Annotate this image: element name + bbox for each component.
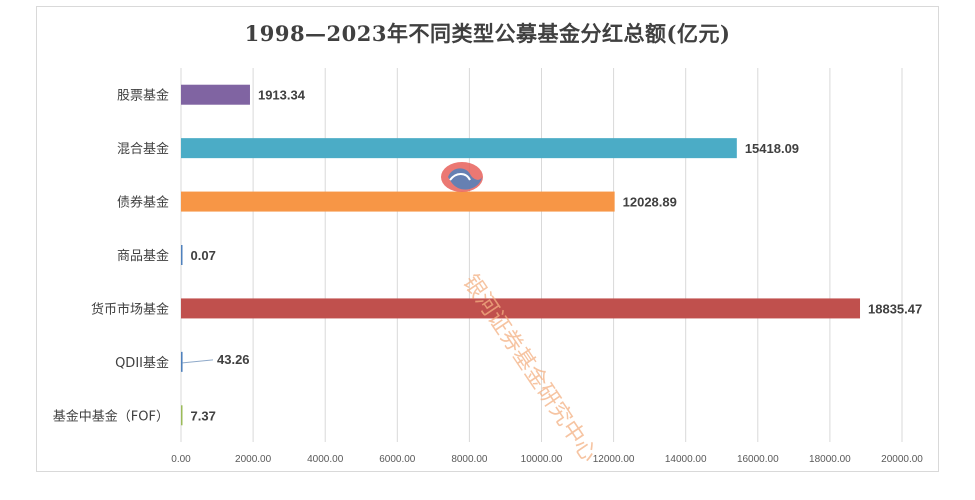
- bar-3: [181, 245, 183, 265]
- bar-4: [181, 298, 861, 319]
- x-tick-label-4: 8000.00: [451, 454, 488, 465]
- x-tick-label-10: 20000.00: [881, 454, 923, 465]
- data-label-2: 12028.89: [623, 195, 677, 210]
- bar-2: [181, 191, 615, 212]
- bars: [181, 84, 861, 426]
- category-label-3: 商品基金: [117, 248, 169, 264]
- x-tick-label-0: 0.00: [171, 454, 191, 465]
- category-label-2: 债券基金: [117, 195, 169, 211]
- category-label-6: 基金中基金（FOF）: [53, 408, 169, 424]
- chart-title: 1998—2023年不同类型公募基金分红总额(亿元): [244, 21, 731, 46]
- bar-0: [181, 84, 250, 105]
- category-label-5: QDII基金: [115, 355, 169, 371]
- leader-line-5: [182, 359, 214, 364]
- x-tick-label-5: 10000.00: [521, 454, 563, 465]
- data-label-0: 1913.34: [258, 88, 306, 103]
- gridlines: [180, 68, 903, 442]
- data-label-6: 7.37: [191, 408, 216, 423]
- bar-6: [181, 405, 183, 426]
- x-tick-label-6: 12000.00: [593, 454, 635, 465]
- bar-1: [181, 138, 737, 159]
- data-label-1: 15418.09: [745, 141, 799, 156]
- x-tick-label-3: 6000.00: [379, 454, 416, 465]
- x-tick-label-8: 16000.00: [737, 454, 779, 465]
- category-label-1: 混合基金: [117, 141, 169, 157]
- labels: 0.00 2000.00 4000.00 6000.00 8000.00 10000.00…: [53, 88, 923, 465]
- x-tick-label-2: 4000.00: [307, 454, 344, 465]
- data-label-5: 43.26: [217, 352, 250, 367]
- category-label-0: 股票基金: [117, 88, 169, 104]
- category-label-4: 货币市场基金: [91, 301, 169, 317]
- bar-5: [181, 351, 183, 372]
- x-tick-label-7: 14000.00: [665, 454, 707, 465]
- data-label-3: 0.07: [191, 248, 216, 263]
- x-tick-label-9: 18000.00: [809, 454, 851, 465]
- chart-frame: [36, 6, 939, 472]
- x-tick-label-1: 2000.00: [235, 454, 272, 465]
- data-label-4: 18835.47: [868, 301, 922, 316]
